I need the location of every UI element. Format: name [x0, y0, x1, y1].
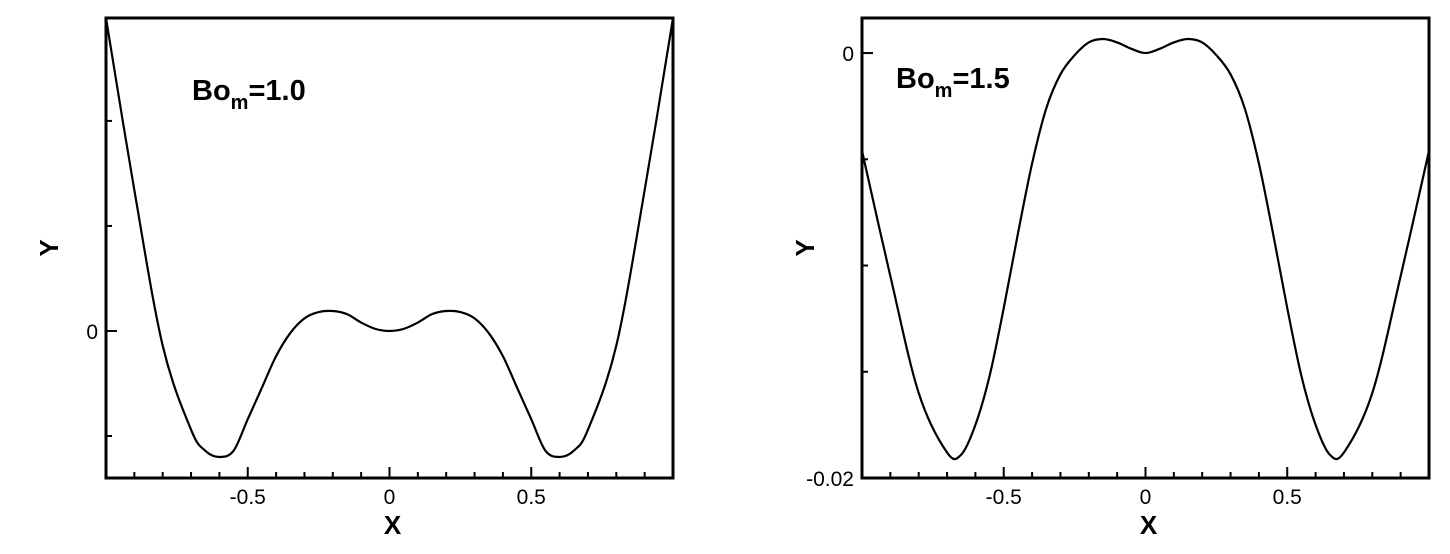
y-axis-label: Y: [34, 239, 64, 256]
annotation-base: Bo: [192, 75, 231, 107]
x-axis-label: X: [1140, 510, 1158, 540]
plot-frame: [860, 16, 1431, 480]
x-tick-label: 0: [384, 486, 396, 509]
curve: [862, 37, 1429, 461]
annotation: Bom=1.5: [896, 63, 1010, 102]
annotation-rest: =1.0: [248, 75, 305, 107]
x-tick-label: 0: [1140, 486, 1152, 509]
annotation-sub: m: [935, 80, 953, 102]
plot-frame: [104, 16, 675, 480]
y-tick-label: 0: [842, 43, 854, 66]
y-tick-label: 0: [86, 321, 98, 344]
curve: [106, 18, 673, 459]
x-axis-label: X: [384, 510, 402, 540]
x-tick-label: 0.5: [517, 486, 546, 509]
y-tick-label: -0.02: [806, 468, 854, 491]
annotation: Bom=1.0: [192, 75, 306, 114]
annotation-sub: m: [231, 92, 249, 114]
x-tick-label: -0.5: [230, 486, 266, 509]
x-tick-label: -0.5: [986, 486, 1022, 509]
y-axis-label: Y: [790, 239, 820, 256]
annotation-base: Bo: [896, 63, 935, 95]
annotation-rest: =1.5: [952, 63, 1009, 95]
x-tick-label: 0.5: [1273, 486, 1302, 509]
